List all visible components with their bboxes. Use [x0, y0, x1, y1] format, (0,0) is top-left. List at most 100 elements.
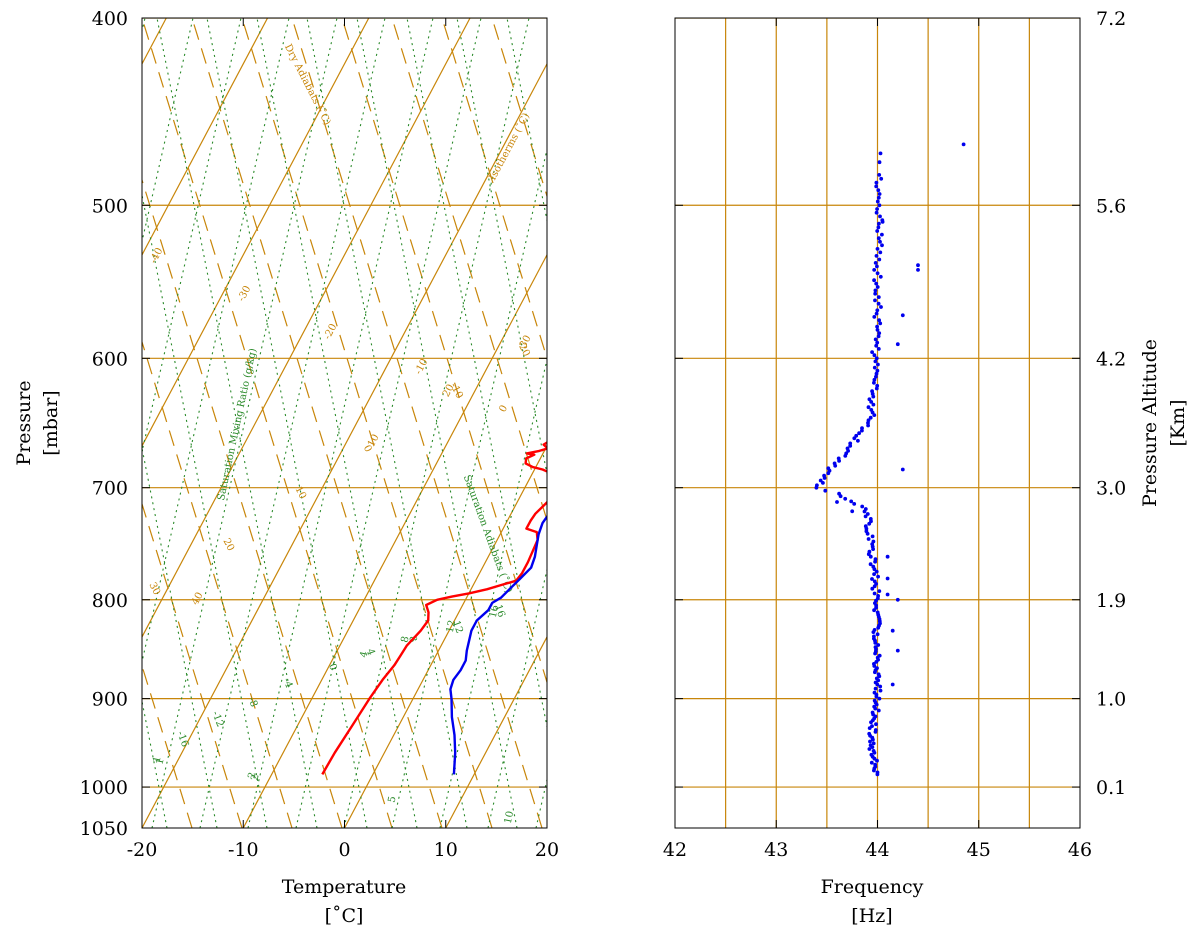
frequency-point [872, 579, 877, 584]
saturation-adiabat-line [406, 18, 547, 730]
frequency-point [872, 365, 877, 370]
frequency-point [868, 562, 873, 567]
mixing-ratio-value-label: 2 [247, 771, 259, 780]
mixing-ratio-line [680, 18, 865, 828]
frequency-point [876, 594, 880, 598]
frequency-point [872, 690, 877, 695]
isotherm-value-label: -30 [236, 284, 253, 303]
dry-adiabat-line [491, 18, 547, 199]
saturation-adiabat-line [607, 18, 767, 828]
frequency-point [850, 509, 855, 514]
frequency-point [879, 176, 884, 181]
saturation-adiabat-value-label: -8 [246, 696, 260, 709]
saturation-adiabat-value-label: 16 [492, 603, 507, 619]
frequency-point [877, 192, 882, 196]
frequency-point [878, 684, 883, 689]
frequency-point [873, 337, 878, 342]
temperature-profile-red [321, 441, 547, 775]
saturation-adiabat-value-label: -16 [174, 730, 190, 749]
frequency-y-tick-label: 7.2 [1096, 8, 1126, 30]
frequency-x-tick-label: 42 [663, 839, 687, 861]
frequency-y-tick-label: 1.0 [1096, 689, 1126, 711]
frequency-point [878, 214, 882, 219]
frequency-point [872, 628, 877, 632]
frequency-point [895, 648, 900, 653]
frequency-point [876, 225, 881, 230]
frequency-point [877, 331, 882, 335]
isotherm-line [142, 18, 471, 639]
frequency-point [890, 628, 895, 633]
frequency-point [873, 261, 878, 265]
frequency-point [832, 461, 837, 466]
frequency-point [871, 741, 876, 746]
frequency-y-tick-label: 1.9 [1096, 590, 1126, 612]
frequency-point [878, 274, 883, 279]
frequency-point [866, 418, 871, 423]
frequency-point [875, 340, 880, 345]
frequency-point [870, 389, 874, 394]
frequency-grid [675, 18, 1080, 828]
frequency-point [874, 569, 879, 574]
skewt-panel: Dry Adiabats (˚C) Isotherms (˚C) Saturatio… [0, 8, 865, 927]
frequency-point [863, 524, 868, 529]
isotherm-value-label: 30 [518, 334, 534, 350]
frequency-point [870, 534, 875, 539]
dry-adiabat-value-label: 20 [220, 537, 236, 553]
saturation-adiabat-value-label: 0 [326, 662, 339, 672]
frequency-point [874, 374, 878, 379]
frequency-point [872, 380, 876, 385]
skewt-background-labels: Dry Adiabats (˚C) Isotherms (˚C) Saturatio… [146, 42, 534, 825]
frequency-x-tick-label: 46 [1068, 839, 1092, 861]
frequency-point [875, 285, 880, 289]
frequency-point [876, 301, 881, 306]
frequency-point [875, 770, 880, 775]
frequency-point [875, 229, 880, 233]
frequency-point [877, 160, 882, 165]
frequency-point [874, 722, 878, 727]
saturation-adiabat-line [206, 18, 368, 828]
skewt-x-tick-label: 20 [535, 839, 559, 861]
dry-adiabat-line [391, 18, 547, 523]
frequency-point [876, 295, 881, 299]
frequency-point [870, 577, 874, 581]
mixing-ratio-line [142, 18, 242, 454]
frequency-point [875, 610, 880, 615]
skewt-y-tick-label: 1000 [80, 777, 128, 799]
frequency-point [867, 747, 872, 751]
frequency-point [822, 473, 826, 478]
frequency-point [876, 236, 881, 241]
temperature-profile-blue [449, 514, 547, 775]
dry-adiabat-line [291, 18, 543, 828]
frequency-point [890, 682, 895, 687]
skewt-x-tick-label: 0 [338, 839, 350, 861]
skewt-y-tick-label: 500 [92, 195, 128, 217]
frequency-point [823, 488, 828, 493]
frequency-point [876, 347, 881, 351]
skewt-y-axis-unit: [mbar] [40, 390, 62, 455]
frequency-point [815, 483, 819, 488]
frequency-point [875, 271, 880, 276]
mixing-ratio-label: Saturation Mixing Ratio (g/kg) [216, 347, 259, 501]
frequency-point [878, 239, 882, 244]
frequency-point [875, 368, 880, 373]
frequency-point [863, 514, 868, 519]
frequency-point [877, 203, 882, 208]
frequency-point [900, 467, 905, 472]
frequency-point [874, 676, 879, 681]
frequency-point [961, 142, 966, 147]
frequency-point [875, 383, 880, 388]
frequency-point [852, 502, 857, 506]
frequency-point [870, 710, 875, 715]
mixing-ratio-line [0, 18, 1, 828]
frequency-point [876, 334, 881, 339]
mixing-ratio-value-label: 1 [152, 755, 164, 764]
skewt-x-axis-title: Temperature [282, 876, 406, 898]
frequency-x-axis-unit: [Hz] [851, 905, 892, 927]
frequency-point [875, 324, 879, 329]
frequency-point [837, 491, 841, 496]
skewt-y-tick-label: 600 [92, 348, 128, 370]
mixing-ratio-line [535, 777, 547, 828]
frequency-y-tick-label: 3.0 [1096, 478, 1126, 500]
frequency-point [872, 591, 877, 596]
dry-adiabat-value-label: 10 [292, 485, 308, 501]
